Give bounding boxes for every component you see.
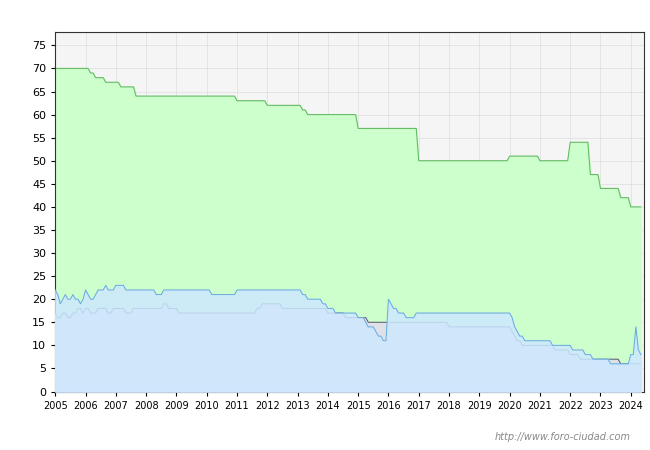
Text: Salce - Evolucion de la poblacion en edad de Trabajar Mayo de 2024: Salce - Evolucion de la poblacion en eda… <box>58 12 592 26</box>
Text: http://www.foro-ciudad.com: http://www.foro-ciudad.com <box>495 432 630 442</box>
